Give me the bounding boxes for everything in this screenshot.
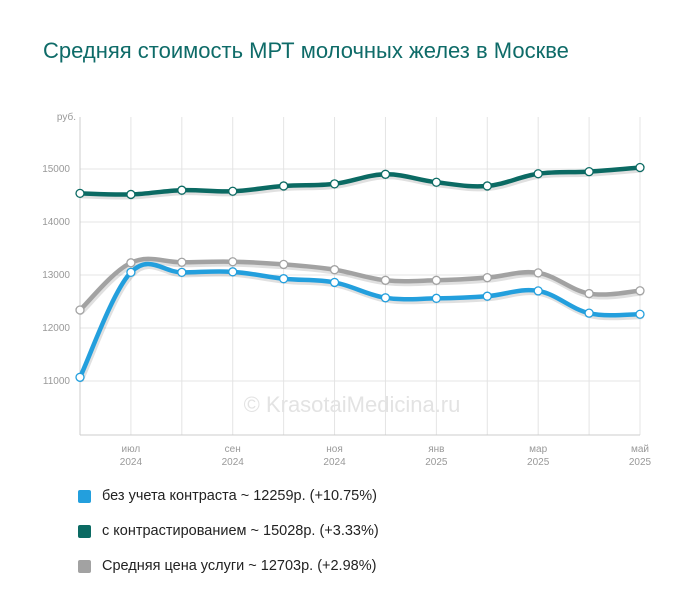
data-point	[177, 257, 187, 267]
data-point	[75, 188, 85, 199]
data-point	[228, 186, 238, 196]
data-point	[533, 286, 543, 296]
data-point	[278, 181, 289, 191]
data-point	[177, 185, 187, 195]
legend-item[interactable]: Средняя цена услуги ~ 12703р. (+2.98%)	[78, 554, 379, 578]
data-point	[431, 177, 442, 187]
series-points	[75, 162, 645, 382]
data-point	[126, 189, 136, 200]
data-point	[482, 291, 492, 301]
data-point	[635, 162, 645, 173]
y-tick-label: 12000	[42, 323, 70, 334]
data-point	[329, 265, 340, 275]
series-lines	[77, 165, 644, 383]
data-point	[329, 277, 340, 288]
y-tick-label: 15000	[42, 164, 70, 175]
data-point	[584, 166, 594, 177]
x-tick-label-month: мар	[529, 444, 547, 455]
legend-label: с контрастированием ~ 15028р. (+3.33%)	[102, 523, 379, 539]
data-point	[278, 274, 289, 284]
x-tick-label-month: сен	[225, 444, 241, 455]
data-point	[380, 293, 391, 303]
x-tick-label-year: 2025	[527, 457, 550, 468]
x-tick-label-month: май	[631, 444, 649, 455]
data-point	[278, 259, 289, 270]
y-tick-label: 14000	[42, 217, 70, 228]
data-point	[380, 275, 391, 285]
legend-swatch	[78, 559, 91, 573]
data-point	[533, 268, 543, 278]
x-tick-label-year: 2025	[629, 457, 652, 468]
data-point	[126, 258, 136, 268]
legend-item[interactable]: с контрастированием ~ 15028р. (+3.33%)	[78, 519, 379, 543]
x-tick-label-year: 2024	[323, 457, 346, 468]
data-point	[482, 272, 492, 283]
data-point	[177, 267, 187, 278]
data-point	[75, 372, 85, 382]
data-point	[635, 286, 645, 296]
data-point	[635, 309, 645, 319]
legend-swatch	[78, 489, 91, 503]
data-point	[380, 169, 391, 179]
x-tick-label-month: июл	[122, 444, 141, 455]
x-tick-label-month: ноя	[326, 444, 343, 455]
y-tick-label: 13000	[42, 270, 70, 281]
watermark-text: © KrasotaiMedicina.ru	[244, 392, 461, 417]
data-point	[584, 308, 594, 318]
data-point	[533, 169, 543, 179]
data-point	[584, 288, 594, 299]
x-tick-label-year: 2024	[222, 457, 245, 468]
y-axis-unit-label: руб.	[57, 111, 76, 123]
x-tick-label-year: 2025	[425, 457, 448, 468]
data-point	[431, 293, 442, 303]
legend-label: Средняя цена услуги ~ 12703р. (+2.98%)	[102, 558, 377, 574]
data-point	[75, 305, 85, 315]
x-tick-label-year: 2024	[120, 457, 143, 468]
data-point	[126, 267, 136, 278]
legend-swatch	[78, 524, 91, 538]
legend-item[interactable]: без учета контраста ~ 12259р. (+10.75%)	[78, 484, 379, 508]
x-tick-label-month: янв	[428, 444, 444, 455]
chart-legend: без учета контраста ~ 12259р. (+10.75%) с…	[78, 484, 379, 589]
data-point	[431, 275, 442, 285]
chart-title: Средняя стоимость МРТ молочных желез в М…	[43, 38, 569, 63]
y-tick-label: 11000	[43, 376, 71, 387]
data-point	[228, 257, 238, 267]
data-point	[329, 179, 340, 189]
legend-label: без учета контраста ~ 12259р. (+10.75%)	[102, 488, 377, 504]
axes: руб. 11000 12000 13000 14000 15000 июл 2024 сен 2…	[42, 111, 651, 468]
data-point	[228, 267, 238, 277]
data-point	[482, 181, 492, 191]
